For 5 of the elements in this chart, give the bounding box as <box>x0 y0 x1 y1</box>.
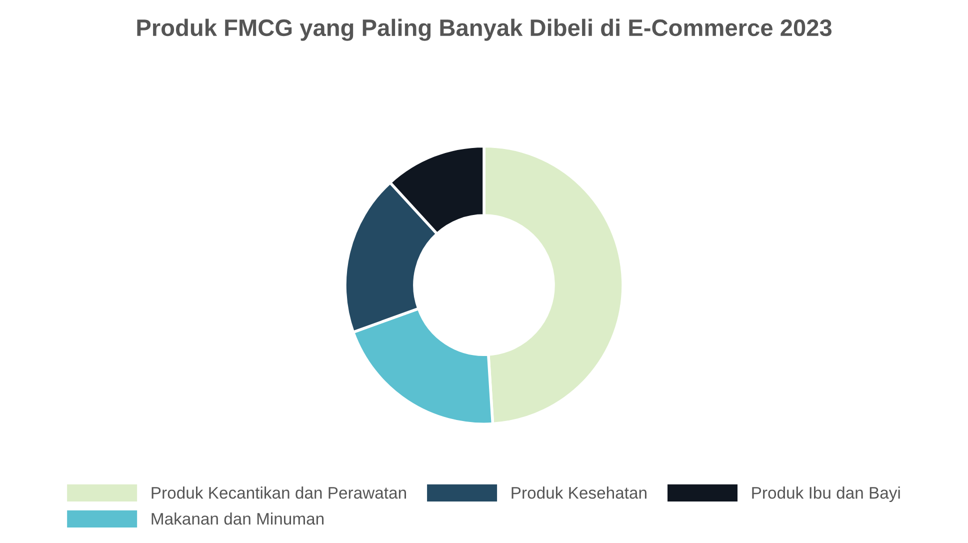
legend-label: Produk Kesehatan <box>512 486 646 499</box>
chart-title: Produk FMCG yang Paling Banyak Dibeli di E-Commerce 2023 <box>137 18 832 41</box>
legend-label: Makanan dan Minuman <box>152 512 324 525</box>
legend-label: Produk Ibu dan Bayi <box>752 486 900 502</box>
legend-label: Produk Kecantikan dan Perawatan <box>152 486 406 499</box>
